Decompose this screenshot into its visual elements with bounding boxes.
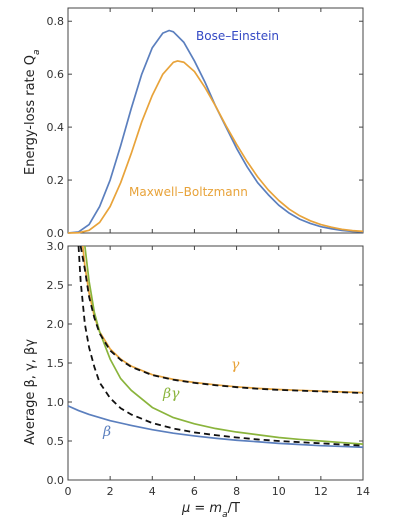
bottom-y-tick-label: 0.0 xyxy=(47,474,65,487)
bottom-y-axis-label: Average β, γ, βγ xyxy=(23,339,38,445)
top-y-tick-label: 0.0 xyxy=(47,227,65,240)
top-y-tick-label: 0.2 xyxy=(47,174,65,187)
bottom-series-line-3 xyxy=(77,245,364,447)
bottom-x-tick-label: 6 xyxy=(191,485,198,498)
bottom-x-axis-label: μ = ma/T xyxy=(181,501,240,520)
maxwell-boltzmann-label: Maxwell–Boltzmann xyxy=(129,185,248,199)
bottom-series-line-1 xyxy=(81,245,364,394)
bose-einstein-label: Bose–Einstein xyxy=(196,29,279,43)
bottom-x-tick-label: 14 xyxy=(356,485,370,498)
bottom-x-tick-label: 8 xyxy=(233,485,240,498)
top-y-tick-label: 0.6 xyxy=(47,68,65,81)
bottom-panel: 0.0 0.5 1.0 1.5 2.0 2.5 3.0 0 2 4 6 8 10 12 14 γ βγ β… xyxy=(23,240,370,520)
bottom-x-tick-label: 0 xyxy=(65,485,72,498)
bottom-series-line-0 xyxy=(67,405,364,449)
bottom-y-tick-label: 0.5 xyxy=(47,435,65,448)
bottom-x-tick-label: 10 xyxy=(272,485,286,498)
top-y-label-subscript: a xyxy=(32,49,42,55)
beta-label: β xyxy=(102,424,111,440)
bottom-series-line-2 xyxy=(84,245,364,445)
top-series xyxy=(67,29,364,234)
bottom-y-tick-label: 3.0 xyxy=(47,240,65,253)
bottom-x-tick-label: 4 xyxy=(149,485,156,498)
bottom-y-ticks: 0.0 0.5 1.0 1.5 2.0 2.5 3.0 xyxy=(47,240,363,487)
top-panel: 0.0 0.2 0.4 0.6 0.8 Bose–Einstein Maxwell–Bo… xyxy=(23,7,364,240)
bottom-y-tick-label: 2.0 xyxy=(47,318,65,331)
top-y-ticks: 0.0 0.2 0.4 0.6 0.8 xyxy=(47,8,364,240)
gamma-label: γ xyxy=(231,357,240,373)
top-series-line-0 xyxy=(67,29,364,234)
bottom-x-tick-label: 12 xyxy=(314,485,328,498)
top-series-line-1 xyxy=(67,60,364,234)
x-label-subscript: a xyxy=(222,510,228,520)
bottom-y-tick-label: 1.5 xyxy=(47,357,65,370)
top-y-axis-label: Energy-loss rate Qa xyxy=(23,49,42,175)
bottom-x-ticks: 0 2 4 6 8 10 12 14 xyxy=(65,246,370,498)
top-y-tick-label: 0.8 xyxy=(47,15,65,28)
beta-gamma-label: βγ xyxy=(162,386,180,402)
x-label-suffix: /T xyxy=(228,501,240,516)
bottom-y-tick-label: 1.0 xyxy=(47,396,65,409)
bottom-y-tick-label: 2.5 xyxy=(47,279,65,292)
top-y-label-main: Energy-loss rate Q xyxy=(23,55,38,175)
bottom-x-tick-label: 2 xyxy=(107,485,114,498)
x-label-main: μ = m xyxy=(181,501,222,516)
bottom-series-line-4 xyxy=(79,245,364,394)
top-y-tick-label: 0.4 xyxy=(47,121,65,134)
top-plot-frame xyxy=(67,7,364,234)
bottom-series xyxy=(67,245,364,449)
